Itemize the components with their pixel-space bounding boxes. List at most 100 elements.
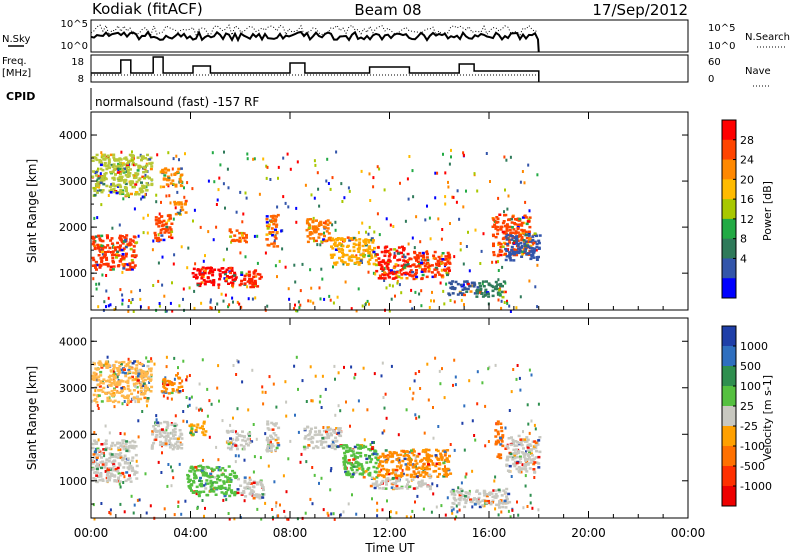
echo-cell (405, 473, 409, 477)
echo-cell (377, 277, 381, 280)
echo-cell (266, 423, 270, 426)
echo-cell (202, 278, 206, 282)
echo-cell (386, 262, 390, 266)
echo-cell (334, 440, 337, 443)
echo-cell (116, 383, 120, 387)
echo-cell (373, 263, 377, 266)
echo-speck (216, 302, 219, 306)
echo-cell (219, 487, 223, 490)
echo-cell (379, 263, 383, 267)
echo-cell (419, 473, 423, 477)
echo-cell (520, 451, 524, 454)
echo-cell (195, 485, 199, 489)
echo-cell (371, 476, 374, 479)
echo-cell (99, 374, 103, 377)
echo-cell (412, 450, 416, 453)
echo-cell (223, 469, 227, 472)
echo-cell (119, 363, 123, 366)
echo-cell (213, 476, 217, 479)
echo-cell (133, 470, 137, 473)
echo-cell (117, 164, 121, 168)
echo-speck (494, 363, 497, 367)
echo-cell (536, 443, 540, 446)
echo-speck (293, 307, 296, 311)
y-tick-label: 4000 (59, 335, 87, 348)
echo-cell (442, 475, 446, 478)
echo-cell (406, 259, 410, 262)
echo-cell (144, 169, 148, 173)
echo-speck (227, 512, 230, 515)
echo-cell (409, 475, 413, 478)
echo-cell (348, 472, 352, 476)
echo-cell (126, 387, 130, 391)
echo-cell (198, 284, 202, 288)
echo-cell (153, 429, 157, 432)
echo-cell (113, 388, 117, 392)
echo-cell (174, 437, 178, 440)
echo-cell (394, 451, 398, 455)
echo-cell (400, 264, 404, 267)
echo-cell (202, 433, 206, 436)
echo-cell (456, 293, 460, 296)
echo-cell (494, 429, 498, 432)
echo-speck (460, 481, 463, 485)
echo-cell (303, 427, 307, 431)
echo-cell (255, 495, 259, 499)
echo-cell (127, 165, 131, 169)
echo-speck (444, 171, 447, 175)
echo-cell (199, 464, 203, 468)
echo-speck (173, 356, 176, 360)
echo-speck (281, 229, 284, 233)
echo-cell (515, 448, 519, 451)
echo-cell (103, 161, 107, 165)
echo-speck (347, 502, 350, 506)
echo-speck (317, 187, 320, 191)
echo-cell (406, 487, 410, 490)
echo-cell (423, 482, 427, 486)
echo-speck (322, 426, 325, 429)
echo-cell (91, 256, 95, 260)
echo-speck (94, 447, 97, 451)
echo-cell (143, 378, 147, 382)
echo-cell (112, 153, 116, 156)
echo-speck (284, 265, 287, 269)
echo-speck (509, 310, 512, 313)
echo-speck (116, 166, 119, 170)
echo-cell (364, 454, 368, 457)
echo-cell (248, 280, 252, 283)
echo-cell (240, 271, 244, 274)
echo-speck (285, 414, 288, 418)
echo-cell (390, 472, 394, 475)
colorbar-tick-label: -1000 (740, 480, 772, 493)
echo-cell (244, 439, 248, 443)
echo-speck (173, 513, 176, 517)
echo-cell (171, 388, 175, 391)
echo-cell (342, 460, 346, 464)
echo-cell (96, 181, 100, 184)
echo-speck (182, 389, 184, 392)
echo-cell (223, 486, 227, 490)
echo-speck (343, 365, 345, 369)
echo-cell (531, 238, 535, 242)
echo-cell (532, 445, 536, 448)
echo-cell (493, 287, 497, 291)
echo-cell (424, 473, 428, 476)
echo-cell (387, 469, 391, 472)
echo-cell (393, 473, 397, 476)
echo-speck (287, 287, 290, 291)
echo-cell (260, 485, 264, 488)
echo-cell (438, 257, 442, 261)
echo-speck (497, 269, 500, 272)
echo-speck (157, 423, 160, 426)
echo-cell (201, 467, 205, 470)
echo-cell (407, 480, 410, 484)
echo-speck (216, 386, 219, 390)
echo-cell (337, 427, 340, 430)
echo-cell (422, 268, 426, 272)
echo-cell (126, 171, 130, 174)
echo-cell (355, 261, 359, 264)
echo-cell (308, 231, 312, 234)
echo-cell (527, 234, 531, 237)
echo-cell (126, 457, 130, 460)
echo-cell (93, 439, 97, 442)
